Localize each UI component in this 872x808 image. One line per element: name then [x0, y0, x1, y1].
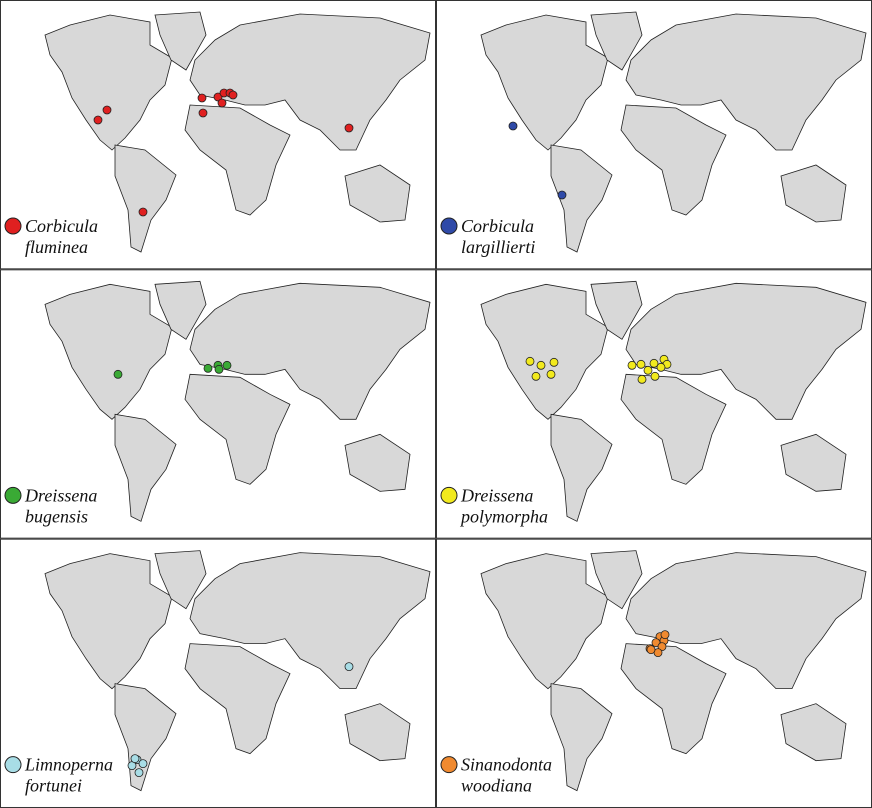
species-name: fluminea [25, 237, 88, 257]
occurrence-point [650, 371, 660, 381]
species-name: Corbicula [461, 216, 534, 236]
species-name: Corbicula [25, 216, 98, 236]
occurrence-point [134, 768, 144, 778]
species-name: polymorpha [459, 506, 548, 526]
occurrence-point [197, 93, 207, 103]
occurrence-point [130, 754, 140, 764]
occurrence-point [536, 360, 546, 370]
occurrence-point [217, 98, 227, 108]
occurrence-point [651, 638, 661, 648]
occurrence-point [113, 369, 123, 379]
occurrence-point [549, 357, 559, 367]
legend-marker [440, 756, 458, 774]
occurrence-point [138, 207, 148, 217]
occurrence-point [637, 374, 647, 384]
occurrence-point [531, 371, 541, 381]
legend-marker [4, 486, 22, 504]
legend-marker [4, 217, 22, 235]
occurrence-point [344, 123, 354, 133]
occurrence-point [214, 364, 224, 374]
species-name: Sinanodonta [461, 755, 552, 775]
occurrence-point [546, 369, 556, 379]
occurrence-point [508, 121, 518, 131]
occurrence-point [198, 108, 208, 118]
occurrence-point [643, 365, 653, 375]
occurrence-point [344, 662, 354, 672]
species-name: fortunei [25, 776, 82, 796]
occurrence-point [649, 358, 659, 368]
occurrence-point [213, 92, 223, 102]
occurrence-point [93, 115, 103, 125]
occurrence-point [102, 105, 112, 115]
occurrence-point [627, 360, 637, 370]
species-name: Limnoperna [24, 755, 113, 775]
occurrence-point [646, 645, 656, 655]
species-name: Dreissena [24, 485, 97, 505]
occurrence-point [525, 356, 535, 366]
occurrence-point [660, 630, 670, 640]
occurrence-point [228, 90, 238, 100]
species-name: largillierti [461, 237, 535, 257]
legend-marker [440, 486, 458, 504]
legend-marker [4, 756, 22, 774]
species-name: Dreissena [460, 485, 533, 505]
species-name: bugensis [25, 506, 88, 526]
occurrence-point [203, 363, 213, 373]
occurrence-point [657, 642, 667, 652]
occurrence-point [557, 190, 567, 200]
species-name: woodiana [461, 776, 532, 796]
occurrence-point [138, 759, 148, 769]
occurrence-point [656, 362, 666, 372]
legend-marker [440, 217, 458, 235]
occurrence-point [636, 359, 646, 369]
occurrence-point [222, 360, 232, 370]
